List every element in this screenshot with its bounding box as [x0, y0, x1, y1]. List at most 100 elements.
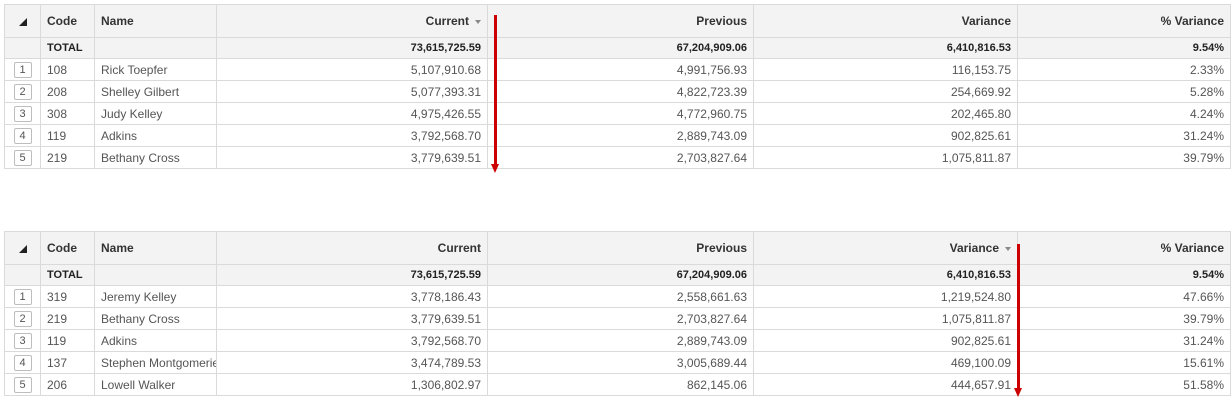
current-cell: 5,077,393.31 — [216, 80, 488, 103]
total-current: 73,615,725.59 — [216, 264, 488, 286]
table-row[interactable]: 5 206 Lowell Walker 1,306,802.97 862,145… — [4, 373, 1231, 396]
column-header-pct-variance[interactable]: % Variance — [1017, 4, 1231, 38]
column-header-current[interactable]: Current — [216, 4, 488, 38]
row-index-cell: 3 — [4, 102, 41, 125]
table-row[interactable]: 2 219 Bethany Cross 3,779,639.51 2,703,8… — [4, 307, 1231, 330]
column-header-pct-variance[interactable]: % Variance — [1017, 231, 1231, 265]
sort-descending-icon[interactable] — [1005, 246, 1011, 251]
variance-cell: 444,657.91 — [753, 373, 1018, 396]
previous-cell: 2,889,743.09 — [487, 329, 754, 352]
name-cell: Shelley Gilbert — [94, 80, 217, 103]
column-header-current[interactable]: Current — [216, 231, 488, 265]
row-index[interactable]: 5 — [13, 149, 32, 166]
row-index[interactable]: 2 — [13, 83, 32, 100]
row-index[interactable]: 1 — [13, 288, 32, 305]
current-cell: 3,779,639.51 — [216, 146, 488, 169]
current-cell: 3,792,568.70 — [216, 124, 488, 147]
name-cell: Stephen Montgomerie — [94, 351, 217, 374]
column-header-code[interactable]: Code — [40, 4, 95, 38]
previous-cell: 4,772,960.75 — [487, 102, 754, 125]
code-cell: 219 — [40, 307, 95, 330]
total-previous: 67,204,909.06 — [487, 37, 754, 59]
variance-cell: 902,825.61 — [753, 329, 1018, 352]
name-cell: Judy Kelley — [94, 102, 217, 125]
table-row[interactable]: 5 219 Bethany Cross 3,779,639.51 2,703,8… — [4, 146, 1231, 169]
code-cell: 137 — [40, 351, 95, 374]
sort-direction-arrow-current — [491, 15, 499, 173]
variance-cell: 1,075,811.87 — [753, 307, 1018, 330]
code-cell: 206 — [40, 373, 95, 396]
row-index[interactable]: 4 — [13, 354, 32, 371]
table-row[interactable]: 4 137 Stephen Montgomerie 3,474,789.53 3… — [4, 351, 1231, 374]
row-index[interactable]: 3 — [13, 332, 32, 349]
row-index[interactable]: 3 — [13, 105, 32, 122]
table-row[interactable]: 4 119 Adkins 3,792,568.70 2,889,743.09 9… — [4, 124, 1231, 147]
pct-variance-cell: 51.58% — [1017, 373, 1231, 396]
name-cell: Bethany Cross — [94, 307, 217, 330]
total-variance: 6,410,816.53 — [753, 37, 1018, 59]
total-index-cell — [4, 264, 41, 286]
row-index-cell: 2 — [4, 80, 41, 103]
variance-cell: 202,465.80 — [753, 102, 1018, 125]
row-index-cell: 1 — [4, 58, 41, 81]
pct-variance-cell: 15.61% — [1017, 351, 1231, 374]
variance-cell: 254,669.92 — [753, 80, 1018, 103]
row-index-cell: 4 — [4, 124, 41, 147]
data-grid-sorted-by-variance: Code Name Current Previous Variance % Va… — [4, 231, 1231, 396]
row-index[interactable]: 1 — [13, 61, 32, 78]
table-row[interactable]: 2 208 Shelley Gilbert 5,077,393.31 4,822… — [4, 80, 1231, 103]
column-header-code[interactable]: Code — [40, 231, 95, 265]
table-row[interactable]: 3 308 Judy Kelley 4,975,426.55 4,772,960… — [4, 102, 1231, 125]
code-cell: 119 — [40, 329, 95, 352]
table-row[interactable]: 1 108 Rick Toepfer 5,107,910.68 4,991,75… — [4, 58, 1231, 81]
previous-cell: 3,005,689.44 — [487, 351, 754, 374]
row-index-cell: 2 — [4, 307, 41, 330]
total-row: TOTAL 73,615,725.59 67,204,909.06 6,410,… — [4, 264, 1231, 286]
row-index[interactable]: 2 — [13, 310, 32, 327]
current-cell: 5,107,910.68 — [216, 58, 488, 81]
table-row[interactable]: 3 119 Adkins 3,792,568.70 2,889,743.09 9… — [4, 329, 1231, 352]
row-index-cell: 1 — [4, 285, 41, 308]
previous-cell: 2,889,743.09 — [487, 124, 754, 147]
select-all-corner[interactable] — [4, 231, 41, 265]
sort-descending-icon[interactable] — [475, 19, 481, 24]
total-label: TOTAL — [40, 37, 95, 59]
name-cell: Lowell Walker — [94, 373, 217, 396]
column-header-previous[interactable]: Previous — [487, 231, 754, 265]
current-cell: 1,306,802.97 — [216, 373, 488, 396]
pct-variance-cell: 39.79% — [1017, 307, 1231, 330]
sort-direction-arrow-variance — [1014, 244, 1022, 397]
pct-variance-cell: 31.24% — [1017, 329, 1231, 352]
code-cell: 119 — [40, 124, 95, 147]
corner-triangle-icon — [18, 17, 27, 26]
name-cell: Bethany Cross — [94, 146, 217, 169]
column-header-variance[interactable]: Variance — [753, 231, 1018, 265]
pct-variance-cell: 47.66% — [1017, 285, 1231, 308]
column-header-name[interactable]: Name — [94, 231, 217, 265]
column-header-name[interactable]: Name — [94, 4, 217, 38]
pct-variance-cell: 4.24% — [1017, 102, 1231, 125]
previous-cell: 4,991,756.93 — [487, 58, 754, 81]
previous-cell: 2,703,827.64 — [487, 307, 754, 330]
variance-cell: 902,825.61 — [753, 124, 1018, 147]
previous-cell: 2,558,661.63 — [487, 285, 754, 308]
current-cell: 3,778,186.43 — [216, 285, 488, 308]
variance-cell: 1,219,524.80 — [753, 285, 1018, 308]
table-row[interactable]: 1 319 Jeremy Kelley 3,778,186.43 2,558,6… — [4, 285, 1231, 308]
current-cell: 3,474,789.53 — [216, 351, 488, 374]
select-all-corner[interactable] — [4, 4, 41, 38]
column-header-variance[interactable]: Variance — [753, 4, 1018, 38]
header-row: Code Name Current Previous Variance % Va… — [4, 4, 1231, 38]
current-cell: 3,792,568.70 — [216, 329, 488, 352]
total-index-cell — [4, 37, 41, 59]
column-header-previous[interactable]: Previous — [487, 4, 754, 38]
name-cell: Adkins — [94, 329, 217, 352]
row-index-cell: 3 — [4, 329, 41, 352]
total-name-cell — [94, 264, 217, 286]
corner-triangle-icon — [18, 244, 27, 253]
current-cell: 3,779,639.51 — [216, 307, 488, 330]
code-cell: 108 — [40, 58, 95, 81]
row-index[interactable]: 5 — [13, 376, 32, 393]
row-index[interactable]: 4 — [13, 127, 32, 144]
code-cell: 208 — [40, 80, 95, 103]
